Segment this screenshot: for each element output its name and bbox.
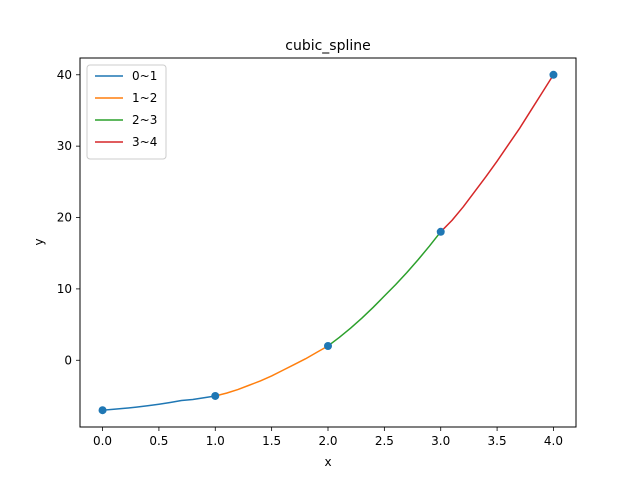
data-point <box>436 227 445 236</box>
legend-entry-label: 3~4 <box>132 135 157 149</box>
x-tick-label: 2.0 <box>318 434 337 448</box>
y-tick-label: 40 <box>57 68 72 82</box>
y-axis-ticks: 0 10 20 30 40 <box>57 68 80 367</box>
data-points <box>98 70 558 415</box>
x-axis-label: x <box>324 455 331 469</box>
x-axis-ticks: 0.0 0.5 1.0 1.5 2.0 2.5 3.0 3.5 4.0 <box>93 427 563 448</box>
x-tick-label: 0.5 <box>149 434 168 448</box>
legend: 0~1 1~2 2~3 3~4 <box>86 64 167 160</box>
x-tick-label: 1.0 <box>206 434 225 448</box>
y-tick-label: 30 <box>57 139 72 153</box>
y-tick-label: 20 <box>57 211 72 225</box>
data-point <box>98 406 107 415</box>
y-tick-label: 0 <box>64 353 72 367</box>
x-tick-label: 2.5 <box>375 434 394 448</box>
legend-entry-label: 2~3 <box>132 113 157 127</box>
series-line-1 <box>214 344 330 397</box>
legend-entry-label: 1~2 <box>132 91 157 105</box>
data-point <box>549 70 558 79</box>
y-tick-label: 10 <box>57 282 72 296</box>
series-line-2 <box>326 230 442 348</box>
x-tick-label: 1.5 <box>262 434 281 448</box>
x-tick-label: 3.5 <box>488 434 507 448</box>
legend-box <box>86 64 167 160</box>
y-axis-label: y <box>32 238 46 245</box>
data-point <box>211 391 220 400</box>
chart-title: cubic_spline <box>285 38 371 54</box>
series-layer <box>101 73 555 412</box>
data-point <box>324 341 332 350</box>
legend-entry-label: 0~1 <box>132 69 157 83</box>
x-tick-label: 0.0 <box>93 434 112 448</box>
x-tick-label: 4.0 <box>544 434 563 448</box>
series-line-0 <box>101 395 217 412</box>
x-tick-label: 3.0 <box>431 434 450 448</box>
series-line-3 <box>439 73 555 233</box>
